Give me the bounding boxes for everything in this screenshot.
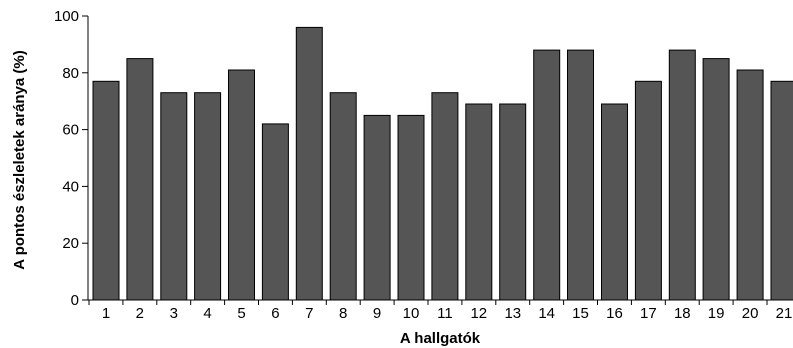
x-tick-label-19: 19	[708, 305, 725, 322]
bar-11	[431, 92, 459, 301]
bar-2	[126, 58, 154, 301]
y-tick-label-80: 80	[62, 65, 79, 82]
y-tick-label-40: 40	[62, 178, 79, 195]
x-tick-label-20: 20	[742, 305, 759, 322]
bar-3	[160, 92, 188, 301]
bar-6	[261, 123, 289, 301]
bar-1	[92, 80, 120, 301]
x-tick-label-21: 21	[776, 305, 793, 322]
x-tick-label-18: 18	[674, 305, 691, 322]
bar-20	[736, 69, 764, 301]
x-tick-label-10: 10	[403, 305, 420, 322]
y-tick-label-0: 0	[71, 292, 79, 309]
x-tick-label-14: 14	[538, 305, 555, 322]
x-tick-label-3: 3	[170, 305, 178, 322]
x-tick-label-7: 7	[305, 305, 313, 322]
x-tick-label-17: 17	[640, 305, 657, 322]
bar-16	[601, 103, 628, 301]
x-tick-label-1: 1	[102, 305, 110, 322]
bar-18	[668, 49, 696, 301]
bar-21	[770, 80, 793, 301]
bar-19	[702, 58, 730, 301]
bar-9	[363, 114, 391, 301]
y-tick-label-20: 20	[62, 235, 79, 252]
y-tick-label-100: 100	[54, 8, 79, 25]
y-tick-label-60: 60	[62, 122, 79, 139]
bar-13	[499, 103, 527, 301]
bar-8	[329, 92, 357, 301]
y-axis-title: A pontos észleletek aránya (%)	[11, 50, 28, 270]
x-tick-label-8: 8	[339, 305, 347, 322]
x-tick-label-11: 11	[437, 305, 453, 322]
bar-5	[228, 69, 255, 301]
x-tick-label-16: 16	[606, 305, 623, 322]
x-tick-label-13: 13	[504, 305, 521, 322]
x-tick-label-6: 6	[271, 305, 279, 322]
x-tick-label-5: 5	[237, 305, 245, 322]
bar-10	[397, 114, 425, 301]
bar-17	[634, 80, 662, 301]
x-tick-label-15: 15	[572, 305, 589, 322]
x-tick-label-2: 2	[136, 305, 144, 322]
x-tick-label-4: 4	[203, 305, 211, 322]
bar-4	[194, 92, 222, 301]
bar-14	[533, 49, 561, 301]
bar-7	[295, 26, 323, 301]
x-axis-title: A hallgatók	[400, 330, 481, 347]
bar-15	[567, 49, 594, 301]
x-tick-label-9: 9	[373, 305, 381, 322]
x-tick-label-12: 12	[470, 305, 487, 322]
bar-12	[465, 103, 493, 301]
